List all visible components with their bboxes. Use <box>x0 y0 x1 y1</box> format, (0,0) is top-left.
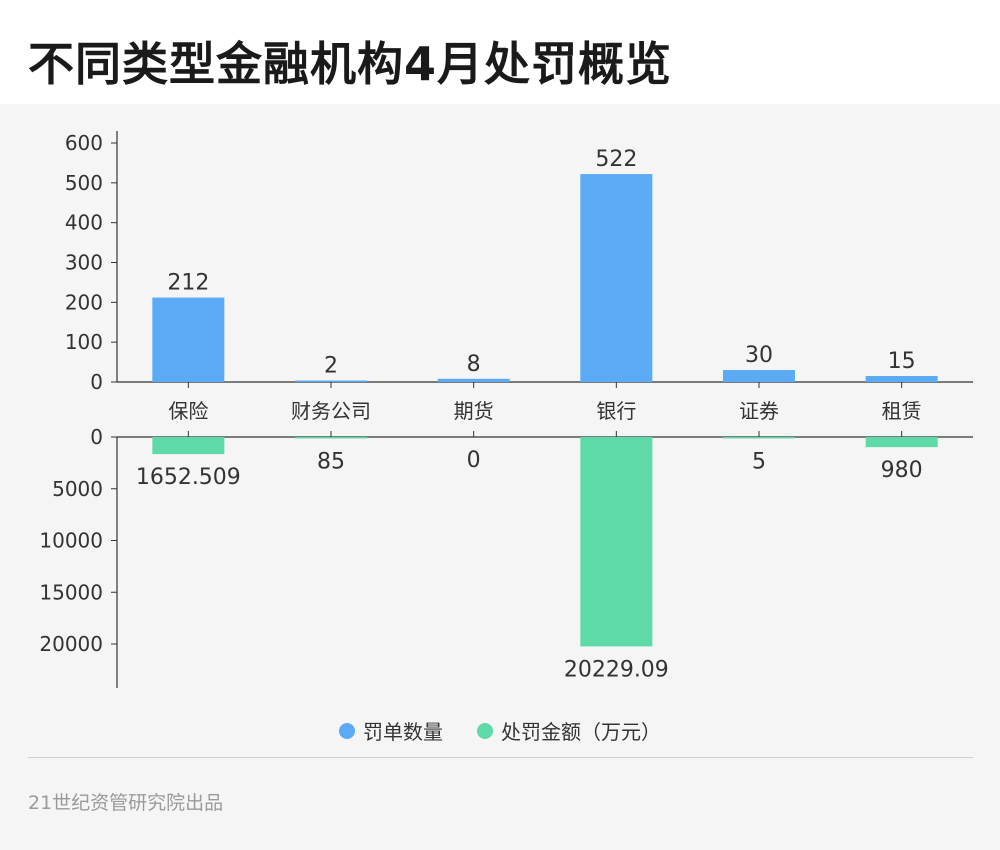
bottom-y-tick-label: 15000 <box>39 580 103 604</box>
category-label: 保险 <box>168 399 208 423</box>
category-label: 证券 <box>739 399 779 423</box>
legend-label-amount: 处罚金额（万元） <box>501 720 661 744</box>
bottom-y-tick-label: 5000 <box>52 477 103 501</box>
amount-bar <box>865 437 938 448</box>
chart-background <box>0 104 1000 850</box>
count-bar <box>580 174 653 382</box>
legend: 罚单数量 处罚金额（万元） <box>0 716 1000 745</box>
footer-divider <box>28 757 973 758</box>
count-data-label: 2 <box>324 354 338 379</box>
amount-bar <box>723 437 795 439</box>
count-bar <box>295 380 367 382</box>
amount-data-label: 85 <box>317 450 345 475</box>
top-y-tick-label: 400 <box>65 211 103 235</box>
legend-item-amount[interactable]: 处罚金额（万元） <box>477 716 661 745</box>
count-bar <box>437 378 510 382</box>
legend-label-count: 罚单数量 <box>363 720 443 744</box>
bottom-y-tick-label: 20000 <box>39 632 103 656</box>
top-y-tick-label: 100 <box>65 330 103 354</box>
count-bar <box>723 370 795 382</box>
count-data-label: 15 <box>888 349 916 374</box>
amount-bar <box>580 437 653 647</box>
amount-data-label: 980 <box>881 458 923 483</box>
top-y-tick-label: 0 <box>90 370 103 394</box>
category-label: 财务公司 <box>291 399 371 423</box>
legend-swatch-count <box>339 722 355 739</box>
legend-swatch-amount <box>477 722 493 739</box>
count-data-label: 212 <box>167 271 209 296</box>
amount-data-label: 5 <box>752 450 766 475</box>
category-label: 银行 <box>596 399 636 423</box>
chart-title: 不同类型金融机构4月处罚概览 <box>28 37 673 91</box>
category-label: 租赁 <box>882 399 922 423</box>
amount-data-label: 0 <box>467 448 481 473</box>
count-bar <box>152 297 225 382</box>
count-data-label: 30 <box>745 343 773 368</box>
top-y-tick-label: 500 <box>65 171 103 195</box>
count-data-label: 8 <box>467 352 481 377</box>
top-y-tick-label: 200 <box>65 290 103 314</box>
title-band: 不同类型金融机构4月处罚概览 <box>0 0 1000 104</box>
legend-item-count[interactable]: 罚单数量 <box>339 716 443 745</box>
footer-credit: 21世纪资管研究院出品 <box>28 792 224 814</box>
top-y-tick-label: 600 <box>65 131 103 155</box>
bottom-y-tick-label: 10000 <box>39 529 103 553</box>
top-y-tick-label: 300 <box>65 251 103 275</box>
count-bar <box>865 376 938 382</box>
category-label: 期货 <box>454 399 494 423</box>
bottom-y-tick-label: 0 <box>90 425 103 449</box>
amount-bar <box>295 437 367 439</box>
amount-bar <box>152 437 225 455</box>
amount-data-label: 20229.09 <box>564 657 669 682</box>
count-data-label: 522 <box>595 147 637 172</box>
amount-data-label: 1652.509 <box>136 465 241 490</box>
